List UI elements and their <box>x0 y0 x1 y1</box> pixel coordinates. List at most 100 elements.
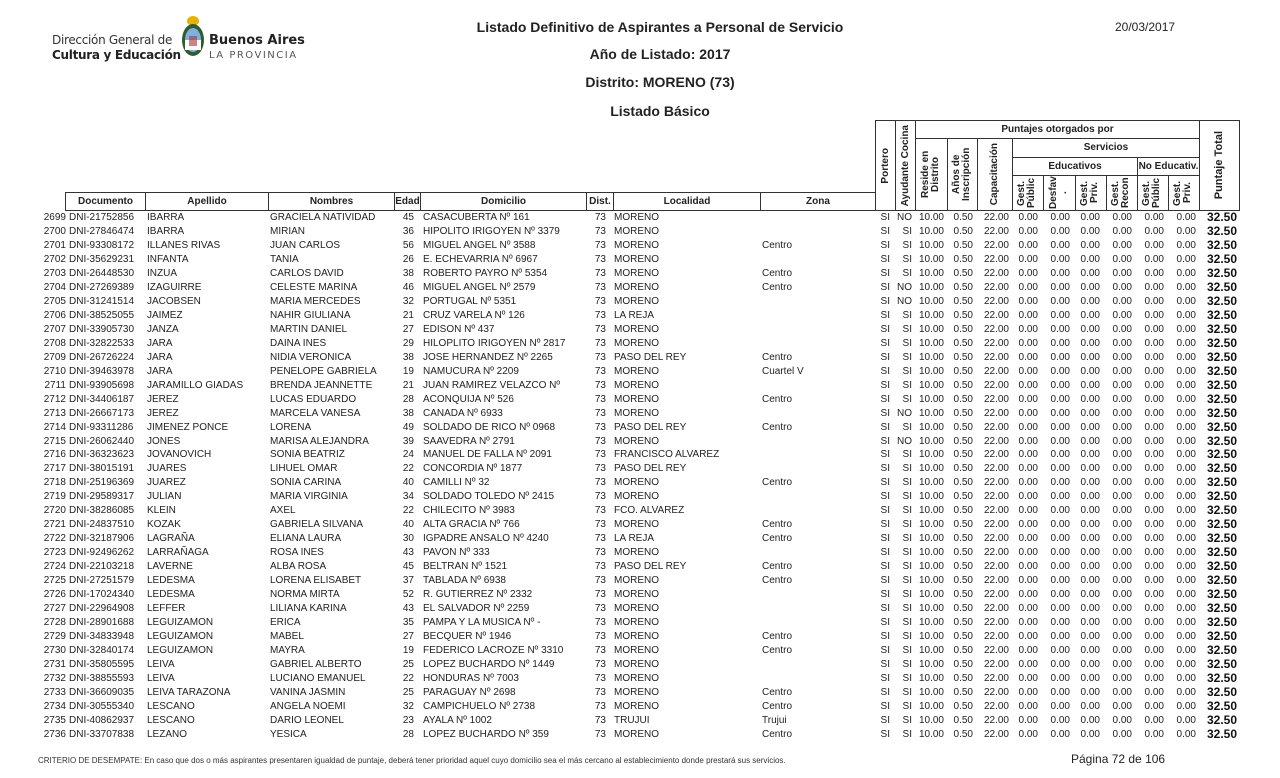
gest-priv-cell: 0.00 <box>1080 505 1100 517</box>
desfav-cell: 0.00 <box>1050 491 1070 503</box>
localidad-cell: MORENO <box>614 435 659 447</box>
ne-gest-public-cell: 0.00 <box>1144 603 1164 615</box>
total-cell: 32.50 <box>1206 698 1237 713</box>
gest-public-cell: 0.00 <box>1018 323 1038 335</box>
localidad-cell: MORENO <box>614 212 659 223</box>
ayudante-cell: NO <box>897 435 912 447</box>
ne-gest-priv-cell: 0.00 <box>1176 561 1196 573</box>
ne-gest-public-cell: 0.00 <box>1144 407 1164 419</box>
gest-public-cell: 0.00 <box>1018 659 1038 671</box>
nombres-cell: NIDIA VERONICA <box>270 351 352 363</box>
ne-gest-priv-cell: 0.00 <box>1176 351 1196 363</box>
reside-cell: 10.00 <box>918 323 944 335</box>
ayudante-cell: SI <box>902 505 912 517</box>
gest-recon-cell: 0.00 <box>1112 323 1132 335</box>
gest-priv-cell: 0.00 <box>1080 365 1100 377</box>
capacitacion-cell: 22.00 <box>983 239 1009 251</box>
col-edad: Edad <box>394 192 421 211</box>
gest-recon-cell: 0.00 <box>1112 225 1132 237</box>
gest-public-cell: 0.00 <box>1018 351 1038 363</box>
dist-cell: 73 <box>594 365 606 377</box>
domicilio-cell: JOSE HERNANDEZ Nº 2265 <box>423 351 553 363</box>
ne-gest-public-cell: 0.00 <box>1144 631 1164 643</box>
localidad-cell: LA REJA <box>614 533 655 545</box>
gest-recon-cell: 0.00 <box>1112 645 1132 657</box>
edad-cell: 38 <box>402 351 414 363</box>
portero-cell: SI <box>880 575 890 587</box>
dist-cell: 73 <box>594 407 606 419</box>
edad-cell: 22 <box>402 463 414 475</box>
col-ne-gest-public-label: Gest. Públic <box>1141 178 1162 209</box>
row-number: 2710 <box>43 365 66 377</box>
dist-cell: 73 <box>594 728 606 740</box>
portero-cell: SI <box>880 617 890 629</box>
gest-public-cell: 0.00 <box>1018 365 1038 377</box>
reside-cell: 10.00 <box>918 673 944 684</box>
nombres-cell: AXEL <box>270 505 296 517</box>
gest-recon-cell: 0.00 <box>1112 673 1132 684</box>
total-cell: 32.50 <box>1206 419 1237 434</box>
nombres-cell: MABEL <box>270 631 304 643</box>
dist-cell: 73 <box>594 323 606 335</box>
logo: Dirección General de Cultura y Educación… <box>52 12 305 66</box>
localidad-cell: MORENO <box>614 659 659 671</box>
reside-cell: 10.00 <box>918 631 944 643</box>
total-cell: 32.50 <box>1206 405 1237 420</box>
col-gest-public-label: Gest. Públic <box>1016 178 1037 209</box>
nombres-cell: GABRIEL ALBERTO <box>270 659 362 671</box>
logo-line1: Dirección General de <box>52 33 173 47</box>
dist-cell: 73 <box>594 449 606 461</box>
documento-cell: DNI-22964908 <box>69 603 135 615</box>
reside-cell: 10.00 <box>918 603 944 615</box>
localidad-cell: LA REJA <box>614 309 655 321</box>
row-number: 2725 <box>43 575 66 587</box>
localidad-cell: MORENO <box>614 281 659 293</box>
gest-priv-cell: 0.00 <box>1080 407 1100 419</box>
reside-cell: 10.00 <box>918 407 944 419</box>
reside-cell: 10.00 <box>918 547 944 559</box>
total-cell: 32.50 <box>1206 671 1237 685</box>
reside-cell: 10.00 <box>918 379 944 391</box>
ayudante-cell: SI <box>902 617 912 629</box>
capacitacion-cell: 22.00 <box>983 631 1009 643</box>
documento-cell: DNI-35805595 <box>69 659 135 671</box>
nombres-cell: MARTIN DANIEL <box>270 323 348 335</box>
localidad-cell: PASO DEL REY <box>614 463 687 475</box>
table-row: 2720 DNI-38286085 KLEIN AXEL 22 CHILECITO Nº … <box>0 504 1280 517</box>
apellido-cell: ILLANES RIVAS <box>147 239 221 251</box>
apellido-cell: JARA <box>147 351 173 363</box>
ne-gest-public-cell: 0.00 <box>1144 379 1164 391</box>
ne-gest-priv-cell: 0.00 <box>1176 435 1196 447</box>
apellido-cell: JONES <box>147 435 181 447</box>
apellido-cell: JUAREZ <box>147 477 186 489</box>
ayudante-cell: NO <box>897 212 912 223</box>
ne-gest-priv-cell: 0.00 <box>1176 365 1196 377</box>
domicilio-cell: HONDURAS Nº 7003 <box>423 673 519 684</box>
gest-public-cell: 0.00 <box>1018 267 1038 279</box>
gest-public-cell: 0.00 <box>1018 519 1038 531</box>
reside-cell: 10.00 <box>918 337 944 349</box>
total-cell: 32.50 <box>1206 279 1237 294</box>
gest-public-cell: 0.00 <box>1018 295 1038 307</box>
ayudante-cell: SI <box>902 463 912 475</box>
nombres-cell: LORENA <box>270 421 312 433</box>
portero-cell: SI <box>880 407 890 419</box>
localidad-cell: MORENO <box>614 365 659 377</box>
ayudante-cell: SI <box>902 519 912 531</box>
domicilio-cell: SOLDADO DE RICO Nº 0968 <box>423 421 556 433</box>
dist-cell: 73 <box>594 561 606 573</box>
edad-cell: 27 <box>402 631 414 643</box>
gest-public-cell: 0.00 <box>1018 253 1038 265</box>
ayudante-cell: SI <box>902 700 912 712</box>
edad-cell: 43 <box>402 547 414 559</box>
edad-cell: 38 <box>402 267 414 279</box>
ne-gest-priv-cell: 0.00 <box>1176 714 1196 726</box>
domicilio-cell: CRUZ VARELA Nº 126 <box>423 309 525 321</box>
domicilio-cell: LOPEZ BUCHARDO Nº 1449 <box>423 659 555 671</box>
zona-cell: Centro <box>762 351 793 363</box>
dist-cell: 73 <box>594 659 606 671</box>
domicilio-cell: ALTA GRACIA Nº 766 <box>423 519 520 531</box>
gest-priv-cell: 0.00 <box>1080 421 1100 433</box>
apellido-cell: JARAMILLO GIADAS <box>147 379 244 391</box>
